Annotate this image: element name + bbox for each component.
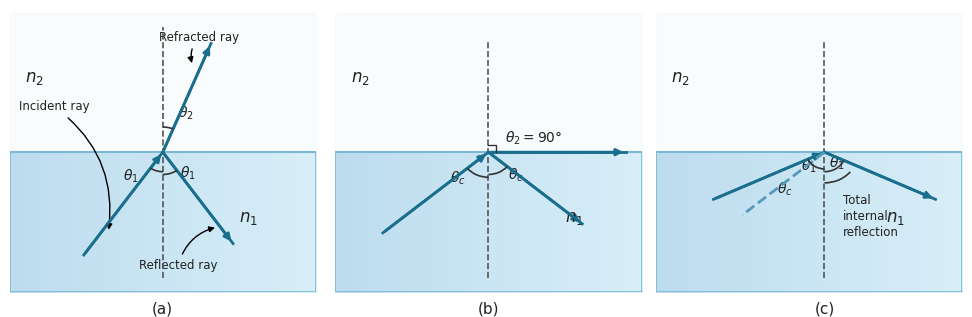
Text: $\theta_1$: $\theta_1$	[829, 154, 845, 172]
Text: Reflected ray: Reflected ray	[139, 227, 218, 272]
Text: Incident ray: Incident ray	[18, 100, 112, 228]
Text: (c): (c)	[815, 302, 835, 317]
Text: $\theta_c$: $\theta_c$	[777, 181, 792, 198]
Text: (a): (a)	[153, 302, 173, 317]
Text: $n_2$: $n_2$	[351, 69, 369, 87]
Text: $n_1$: $n_1$	[565, 209, 584, 227]
Text: $\theta_1$: $\theta_1$	[801, 157, 817, 175]
Text: $\theta_1$: $\theta_1$	[122, 167, 139, 184]
Text: $n_2$: $n_2$	[672, 69, 690, 87]
Text: $\theta_2$: $\theta_2$	[178, 104, 193, 122]
Text: $n_1$: $n_1$	[239, 209, 259, 227]
Text: $n_2$: $n_2$	[25, 69, 44, 87]
Text: (b): (b)	[477, 302, 500, 317]
Text: $n_1$: $n_1$	[885, 209, 905, 227]
Text: Total
internal
reflection: Total internal reflection	[843, 194, 899, 239]
Text: $\theta_c$: $\theta_c$	[450, 170, 466, 187]
Text: $\theta_1$: $\theta_1$	[180, 165, 195, 182]
Text: Refracted ray: Refracted ray	[159, 30, 240, 61]
Text: $\theta_2 = 90°$: $\theta_2 = 90°$	[505, 129, 563, 147]
Text: $\theta_c$: $\theta_c$	[508, 167, 524, 184]
